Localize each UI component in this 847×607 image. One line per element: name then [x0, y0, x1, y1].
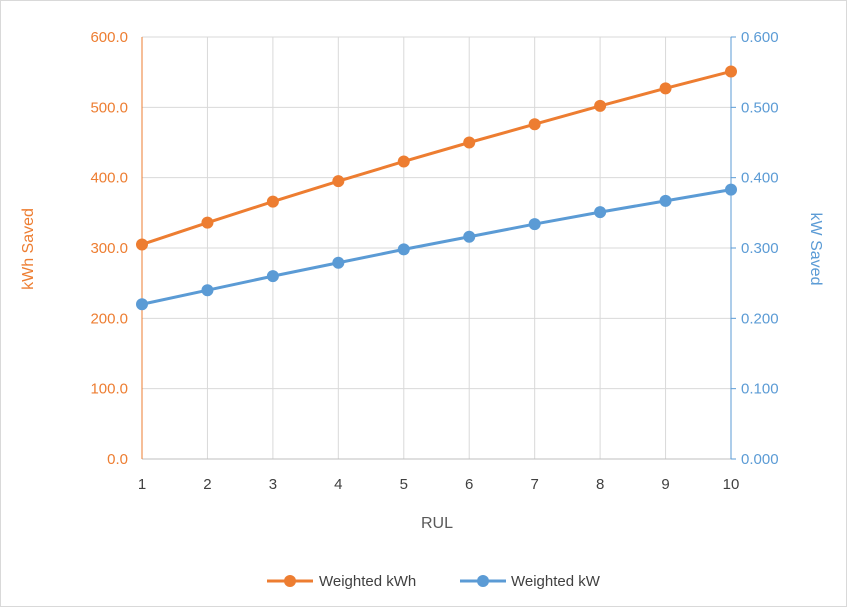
- x-axis-tick-label: 4: [334, 476, 342, 493]
- data-point-weighted-kw: [659, 194, 672, 207]
- x-axis-tick-label: 10: [723, 476, 740, 493]
- left-axis-tick-label: 400.0: [90, 170, 128, 187]
- data-point-weighted-kwh: [594, 99, 607, 112]
- legend-item-weighted-kwh: Weighted kWh: [267, 573, 416, 590]
- series-line-weighted-kw: [141, 188, 732, 306]
- data-point-weighted-kw: [397, 243, 410, 256]
- series-line-weighted-kwh: [141, 70, 732, 246]
- data-point-weighted-kwh: [136, 238, 148, 251]
- data-point-weighted-kw: [266, 270, 279, 283]
- left-axis-tick-label: 200.0: [90, 310, 128, 327]
- right-axis-tick-label: 0.000: [741, 451, 779, 468]
- right-axis-tick-label: 0.300: [741, 240, 779, 257]
- x-axis-tick-label: 6: [465, 476, 473, 493]
- data-point-weighted-kwh: [725, 65, 737, 78]
- x-axis-tick-label: 2: [203, 476, 211, 493]
- left-axis-tick-label: 100.0: [90, 381, 128, 398]
- gridlines: [142, 36, 731, 459]
- data-point-weighted-kwh: [528, 118, 541, 131]
- data-point-weighted-kwh: [659, 82, 672, 95]
- left-axis-tick-label: 300.0: [90, 240, 128, 257]
- legend: Weighted kWh Weighted kW: [267, 573, 601, 590]
- left-axis-tick-label: 600.0: [90, 29, 128, 46]
- right-axis-tick-label: 0.400: [741, 170, 779, 187]
- left-axis-tick-label: 0.0: [107, 451, 128, 468]
- data-point-weighted-kw: [463, 230, 476, 243]
- data-point-weighted-kwh: [332, 175, 345, 188]
- right-axis-tick-label: 0.100: [741, 381, 779, 398]
- data-point-weighted-kwh: [463, 136, 476, 149]
- legend-label-weighted-kw: Weighted kW: [511, 573, 601, 590]
- data-point-weighted-kw: [136, 298, 148, 311]
- data-point-weighted-kw: [332, 256, 345, 269]
- data-point-weighted-kwh: [266, 195, 279, 208]
- x-axis-tick-label: 5: [400, 476, 408, 493]
- x-axis-tick-label: 9: [661, 476, 669, 493]
- x-axis-title: RUL: [421, 515, 453, 532]
- right-axis-tick-label: 0.600: [741, 29, 779, 46]
- x-axis-tick-label: 3: [269, 476, 277, 493]
- data-point-weighted-kw: [528, 218, 541, 231]
- series-layer: [136, 65, 737, 311]
- data-point-weighted-kwh: [397, 155, 410, 168]
- x-axis-tick-label: 7: [530, 476, 538, 493]
- right-axis-tick-label: 0.200: [741, 310, 779, 327]
- left-axis-title: kWh Saved: [20, 208, 37, 290]
- x-axis-tick-label: 8: [596, 476, 604, 493]
- data-point-weighted-kwh: [201, 216, 214, 229]
- left-axis-tick-label: 500.0: [90, 99, 128, 116]
- data-point-weighted-kw: [725, 183, 737, 196]
- legend-label-weighted-kwh: Weighted kWh: [319, 573, 416, 590]
- data-point-weighted-kw: [201, 284, 214, 297]
- x-axis-tick-label: 1: [138, 476, 146, 493]
- right-axis-title: kW Saved: [807, 213, 824, 286]
- right-axis-tick-label: 0.500: [741, 99, 779, 116]
- legend-item-weighted-kw: Weighted kW: [460, 573, 601, 590]
- data-point-weighted-kw: [594, 206, 607, 219]
